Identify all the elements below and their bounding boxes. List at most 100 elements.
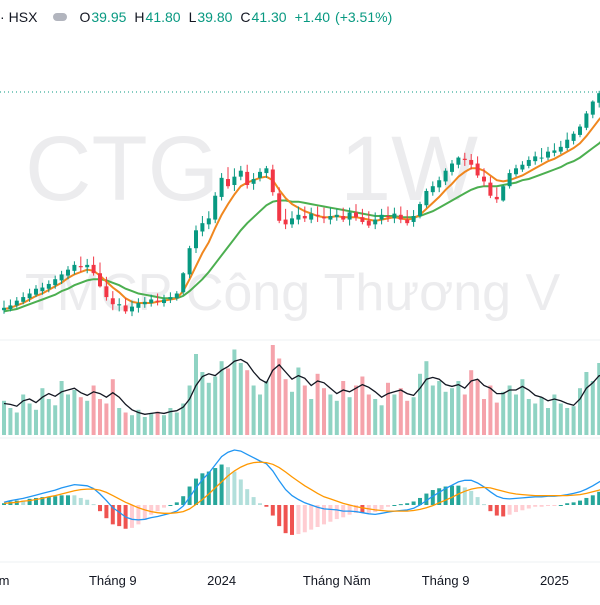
candle xyxy=(251,173,256,190)
candle-body xyxy=(78,266,83,268)
candle xyxy=(360,208,365,225)
visibility-toggle-icon[interactable] xyxy=(53,13,68,21)
candle-body xyxy=(181,273,186,293)
candle xyxy=(456,156,461,169)
candle-body xyxy=(142,301,147,305)
volume-bar xyxy=(264,381,269,435)
macd-histogram-bar xyxy=(475,497,480,505)
candle xyxy=(142,297,147,308)
candle-body xyxy=(430,186,435,193)
volume-bar xyxy=(117,408,122,435)
candle-body xyxy=(571,133,576,141)
volume-bar xyxy=(597,363,600,435)
candle-body xyxy=(411,216,416,222)
macd-histogram-bar xyxy=(398,504,403,506)
candle xyxy=(34,285,38,298)
candle-body xyxy=(437,180,442,188)
volume-bar xyxy=(251,385,256,435)
time-axis-label: m xyxy=(0,573,9,588)
candle-body xyxy=(501,186,506,201)
time-axis-label: 2024 xyxy=(207,573,236,588)
macd-histogram-bar xyxy=(443,486,448,505)
candle xyxy=(546,146,550,160)
candle xyxy=(469,154,474,170)
macd-histogram-bar xyxy=(571,502,576,505)
candle xyxy=(53,275,58,289)
candle-body xyxy=(398,214,403,220)
candle xyxy=(379,208,384,225)
candle-body xyxy=(91,264,96,274)
macd-pane xyxy=(2,449,600,535)
volume-bar xyxy=(296,367,301,435)
volume-bar xyxy=(469,370,474,435)
volume-pane xyxy=(2,345,600,435)
macd-histogram-bar xyxy=(462,487,467,505)
candle xyxy=(194,225,198,253)
macd-histogram-bar xyxy=(584,497,589,505)
volume-bar xyxy=(514,394,518,435)
volume-bar xyxy=(136,409,141,435)
volume-bar xyxy=(488,385,493,435)
candle xyxy=(347,207,352,226)
time-axis-label: 2025 xyxy=(540,573,569,588)
open-value: 39.95 xyxy=(91,9,127,25)
candle-body xyxy=(552,150,557,153)
volume-bar xyxy=(162,415,166,435)
macd-histogram-bar xyxy=(482,504,486,506)
volume-bar xyxy=(85,400,90,435)
candle-body xyxy=(14,300,19,306)
macd-histogram-bar xyxy=(98,505,102,512)
macd-histogram-bar xyxy=(315,505,320,527)
watermark-company: TMCP Công Thương V xyxy=(25,264,561,322)
candle xyxy=(411,210,416,227)
candle xyxy=(59,270,64,284)
symbol-legend: · HSX O 39.95 H 41.80 L 39.80 C 41.30 +1.40 … xyxy=(0,4,397,30)
candle-body xyxy=(53,279,58,286)
candle xyxy=(117,298,122,312)
volume-bar xyxy=(430,385,435,435)
change-value: +1.40 xyxy=(294,9,331,25)
candle-body xyxy=(258,171,262,178)
candle-body xyxy=(328,216,333,220)
macd-histogram-bar xyxy=(40,497,45,505)
exchange-label: HSX xyxy=(8,9,38,25)
volume-bar xyxy=(494,402,499,435)
candle xyxy=(238,165,243,181)
macd-histogram-bar xyxy=(117,505,122,527)
macd-histogram-bar xyxy=(59,495,64,505)
candle xyxy=(366,211,371,228)
candle xyxy=(565,132,570,151)
candle-body xyxy=(379,214,384,220)
candle xyxy=(206,211,211,230)
candle xyxy=(187,245,192,278)
candle xyxy=(226,167,230,189)
volume-bar xyxy=(341,381,346,435)
macd-histogram-bar xyxy=(450,485,454,505)
time-axis: m Tháng 9 2024 Tháng Năm Tháng 9 2025 xyxy=(0,573,569,588)
candle xyxy=(283,208,288,230)
open-label: O xyxy=(79,9,91,25)
candle-body xyxy=(117,304,122,306)
macd-histogram-bar xyxy=(200,473,205,505)
volume-bar xyxy=(258,394,262,435)
volume-bar xyxy=(104,403,109,435)
candle xyxy=(405,210,410,226)
candle-body xyxy=(597,93,600,103)
macd-histogram-bar xyxy=(104,505,109,519)
volume-bar xyxy=(571,406,576,435)
macd-histogram-bar xyxy=(219,464,224,505)
candle-body xyxy=(558,146,563,152)
macd-histogram-bar xyxy=(379,505,384,510)
macd-histogram-bar xyxy=(91,504,96,506)
volume-bar xyxy=(130,415,134,435)
volume-bar xyxy=(379,405,384,435)
candle xyxy=(130,300,134,317)
candle-body xyxy=(187,248,192,275)
candle-body xyxy=(302,216,307,219)
candle xyxy=(373,212,378,230)
candle xyxy=(597,90,600,108)
candle xyxy=(40,282,45,295)
candle xyxy=(462,152,467,166)
